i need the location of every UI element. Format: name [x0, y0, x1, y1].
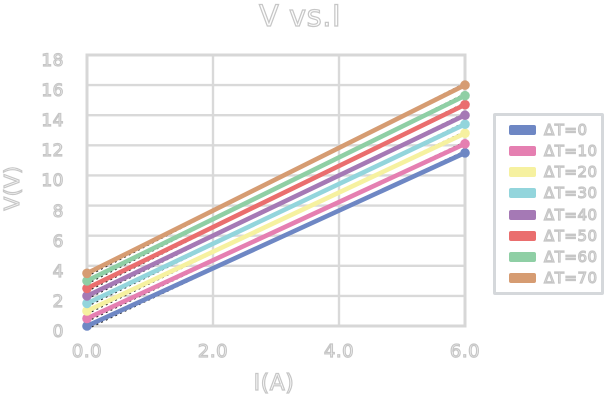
data-point-marker: [82, 313, 92, 324]
legend-label: ΔT=0: [543, 120, 588, 139]
y-tick-label: 18: [41, 50, 64, 71]
legend-item: ΔT=40: [496, 205, 601, 224]
data-point-marker: [460, 90, 470, 101]
chart-title: V vs.I: [258, 0, 342, 34]
data-point-marker: [460, 99, 470, 110]
data-point-marker: [460, 148, 470, 158]
data-point-marker: [460, 128, 470, 139]
legend-swatch: [509, 145, 536, 156]
legend-label: ΔT=50: [543, 226, 598, 245]
data-point-marker: [82, 298, 92, 309]
series-line: [84, 150, 468, 329]
legend-label: ΔT=20: [543, 163, 598, 182]
data-point-marker: [460, 119, 470, 130]
y-tick-label: 0: [52, 321, 64, 342]
legend-item: ΔT=70: [496, 269, 601, 288]
legend-label: ΔT=30: [543, 184, 598, 203]
legend-swatch: [509, 124, 536, 135]
y-tick-label: 16: [41, 81, 64, 102]
series-line: [84, 130, 468, 314]
series-line: [84, 141, 468, 321]
legend: ΔT=0 ΔT=10 ΔT=20 ΔT=30 ΔT=40 ΔT=50 ΔT=60 ΔT=70: [493, 113, 604, 295]
legend-item: ΔT=60: [496, 248, 601, 267]
legend-item: ΔT=50: [496, 226, 601, 245]
y-tick-label: 12: [41, 141, 64, 162]
legend-label: ΔT=60: [543, 248, 598, 267]
legend-item: ΔT=20: [496, 163, 601, 182]
y-tick-label: 2: [52, 291, 64, 312]
legend-swatch: [509, 209, 536, 220]
legend-swatch: [509, 167, 536, 178]
legend-item: ΔT=0: [496, 120, 601, 139]
legend-label: ΔT=70: [543, 269, 598, 288]
series-line: [84, 82, 468, 276]
legend-label: ΔT=40: [543, 205, 598, 224]
x-axis-label: I(A): [253, 370, 295, 396]
legend-item: ΔT=30: [496, 184, 601, 203]
legend-swatch: [509, 230, 536, 241]
legend-swatch: [509, 273, 536, 284]
legend-swatch: [509, 188, 536, 199]
data-point-marker: [82, 276, 92, 286]
y-tick-label: 10: [41, 171, 64, 192]
data-point-marker: [460, 110, 470, 121]
x-tick-label: 0.0: [71, 340, 103, 362]
data-point-marker: [82, 268, 92, 279]
data-point-marker: [460, 80, 470, 90]
legend-item: ΔT=10: [496, 141, 601, 160]
y-tick-label: 8: [52, 201, 64, 222]
y-tick-label: 14: [41, 111, 64, 132]
y-tick-label: 4: [52, 261, 64, 282]
x-tick-label: 2.0: [197, 340, 229, 362]
data-point-marker: [82, 283, 92, 294]
series-line: [84, 93, 468, 284]
series-line: [84, 102, 468, 291]
x-tick-label: 6.0: [449, 340, 481, 362]
legend-swatch: [509, 252, 536, 263]
plot-frame: [85, 53, 467, 328]
legend-label: ΔT=10: [543, 141, 598, 160]
series-line: [84, 121, 468, 306]
y-tick-label: 6: [52, 231, 64, 252]
data-point-marker: [82, 306, 92, 316]
data-point-marker: [82, 321, 92, 331]
data-point-marker: [82, 291, 92, 301]
series-line: [84, 112, 468, 299]
x-tick-label: 4.0: [323, 340, 355, 362]
data-point-marker: [460, 139, 470, 149]
